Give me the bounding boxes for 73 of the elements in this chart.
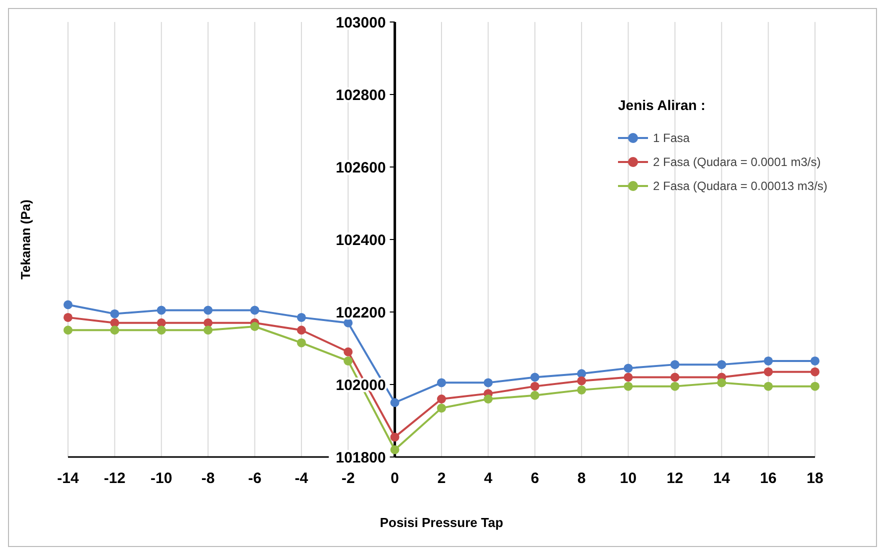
point	[250, 306, 260, 315]
point	[437, 394, 446, 404]
point	[577, 385, 586, 394]
x-tick-label: 12	[666, 470, 684, 487]
point	[204, 326, 213, 335]
y-tick-label: 102600	[336, 159, 386, 176]
x-tick-label: 14	[713, 470, 731, 487]
x-tick-label: -14	[57, 470, 80, 487]
x-tick-label: 4	[484, 470, 494, 487]
x-tick-label: -8	[201, 470, 215, 487]
point	[156, 326, 166, 335]
point	[624, 382, 633, 391]
point	[764, 356, 773, 366]
point	[296, 338, 306, 348]
x-tick-label: 8	[577, 470, 586, 487]
y-tick-label: 103000	[336, 14, 386, 32]
x-tick-label: 2	[437, 470, 446, 487]
point	[344, 347, 353, 356]
point	[484, 378, 493, 388]
x-tick-label: 6	[530, 470, 540, 487]
y-axis-title: Tekanan (Pa)	[18, 200, 33, 280]
point	[530, 390, 540, 400]
point	[764, 382, 773, 391]
legend-label: 2 Fasa (Qudara = 0.00013 m3/s)	[653, 179, 828, 194]
point	[530, 372, 540, 382]
point	[624, 364, 633, 373]
point	[437, 404, 446, 413]
point	[390, 445, 400, 454]
point	[64, 300, 72, 310]
point	[717, 378, 726, 388]
point	[156, 306, 166, 315]
point	[670, 382, 680, 391]
point	[670, 372, 680, 382]
point	[530, 382, 540, 391]
point	[344, 356, 353, 366]
point	[110, 326, 120, 335]
point	[204, 306, 213, 315]
legend-label: 1 Fasa	[653, 131, 690, 146]
y-tick-label: 102400	[336, 232, 386, 249]
x-tick-label: -4	[294, 470, 309, 487]
x-tick-label: -6	[248, 470, 262, 487]
y-tick-label: 101800	[336, 449, 386, 466]
y-tick-label: 102800	[336, 86, 386, 104]
x-tick-label: -12	[104, 470, 126, 487]
point	[64, 326, 72, 335]
point	[437, 378, 446, 388]
point	[390, 432, 400, 442]
point	[296, 312, 306, 322]
x-tick-label: -2	[341, 470, 355, 487]
point	[624, 372, 633, 382]
point	[810, 382, 820, 391]
point	[296, 326, 306, 335]
point	[64, 312, 72, 322]
y-tick-label: 102200	[336, 304, 386, 322]
point	[110, 309, 120, 318]
point	[577, 376, 586, 386]
legend-title: Jenis Aliran :	[618, 97, 706, 113]
point	[810, 356, 820, 366]
x-tick-label: 18	[806, 470, 824, 487]
point	[810, 367, 820, 376]
x-tick-label: -10	[150, 470, 172, 487]
point	[764, 367, 773, 376]
point	[717, 360, 726, 370]
point	[484, 394, 493, 404]
legend-label: 2 Fasa (Qudara = 0.0001 m3/s)	[653, 155, 821, 170]
x-tick-label: 16	[760, 470, 777, 487]
point	[344, 318, 353, 328]
x-axis-title: Posisi Pressure Tap	[380, 515, 504, 530]
x-tick-label: 10	[620, 470, 637, 487]
x-tick-label: 0	[390, 470, 399, 487]
point	[670, 360, 680, 370]
point	[390, 398, 400, 408]
point	[250, 322, 260, 331]
